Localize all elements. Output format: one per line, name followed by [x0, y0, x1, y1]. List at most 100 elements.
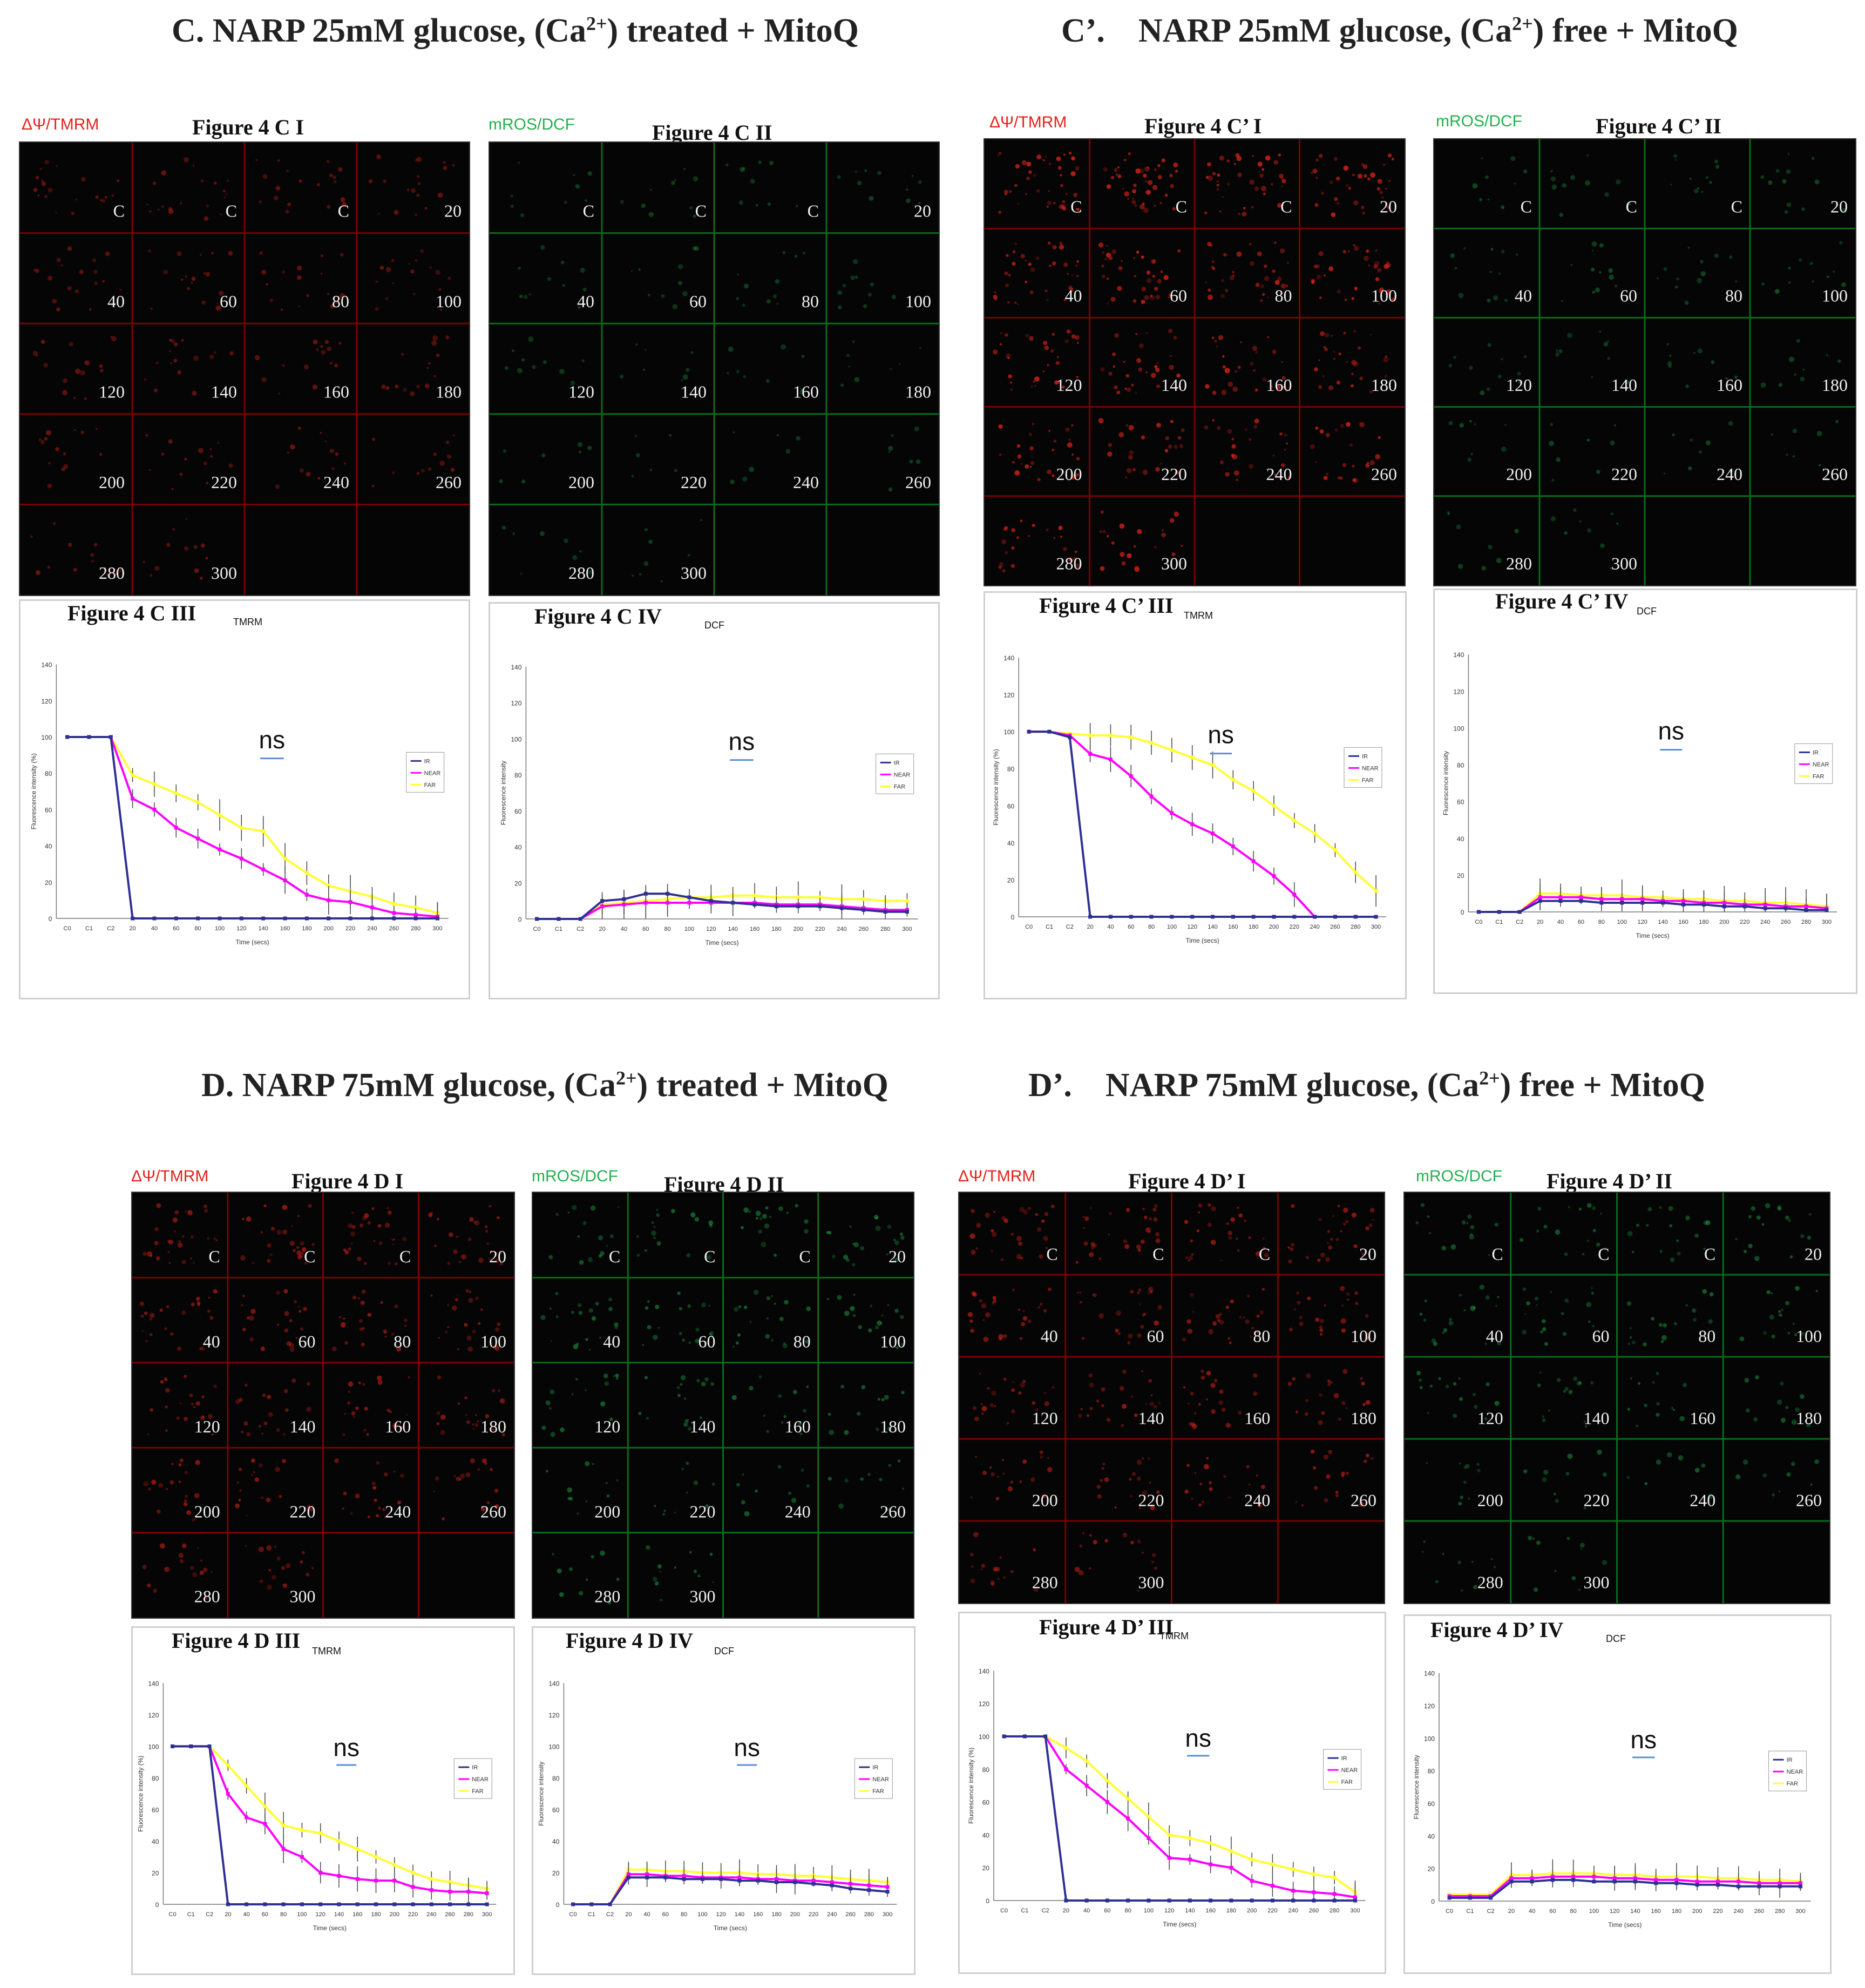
cell-time-label: 60 [689, 292, 707, 311]
y-axis-label: Fluorescence intensity [1413, 1755, 1420, 1819]
x-tick-label: 120 [706, 926, 716, 932]
significance-label: ns [1630, 1726, 1657, 1754]
cell-speckle [331, 1289, 408, 1352]
cell-time-label: C [695, 201, 707, 220]
x-tick-label: 60 [1549, 1908, 1556, 1915]
y-axis-label: Fluorescence intensity (%) [137, 1756, 144, 1832]
cell-time-label: C [338, 201, 349, 220]
cell-speckle [541, 1374, 619, 1437]
cell-time-label: C [1152, 1245, 1164, 1264]
cell-speckle [1549, 423, 1616, 482]
data-point-near [1633, 1876, 1637, 1881]
cell-time-label: C [808, 201, 819, 220]
data-point-near [1715, 1879, 1720, 1884]
data-point-ir [300, 1902, 304, 1906]
cell-speckle [969, 1204, 1055, 1261]
cell-speckle [501, 525, 592, 575]
x-tick-label: C2 [1066, 924, 1074, 930]
x-tick-label: 260 [845, 1911, 855, 1918]
cell-speckle [888, 426, 921, 492]
data-point-ir [1763, 906, 1767, 910]
x-tick-label: 100 [697, 1911, 707, 1918]
y-tick-label: 80 [982, 1766, 990, 1774]
cell-speckle [275, 426, 346, 489]
cell-speckle [241, 1289, 310, 1352]
data-point-ir [608, 1902, 612, 1906]
data-point-near [263, 1822, 267, 1826]
cell-speckle [371, 434, 455, 488]
data-point-near [348, 900, 352, 904]
data-point-far [263, 1804, 267, 1809]
data-point-ir [1084, 1898, 1089, 1903]
x-axis-label: Time (secs) [705, 939, 738, 946]
chart-tag-d4: DCF [714, 1646, 734, 1656]
data-point-ir [862, 908, 866, 912]
cell-time-label: C [583, 201, 594, 220]
data-point-near [304, 892, 309, 897]
y-tick-label: 0 [518, 916, 522, 923]
data-point-far [1333, 848, 1337, 853]
data-point-near [300, 1855, 304, 1859]
x-tick-label: 180 [371, 1911, 381, 1918]
data-point-near [830, 1880, 834, 1884]
micrograph-svg-d1: C C C 20 40 60 80 100 120 140 160 180 200 220 240 260 28… [132, 1193, 514, 1618]
cell-speckle [143, 518, 208, 580]
x-tick-label: C2 [577, 926, 584, 932]
y-tick-label: 40 [982, 1831, 990, 1839]
data-point-ir [283, 916, 287, 921]
cell-speckle [1735, 1203, 1816, 1261]
y-tick-label: 40 [45, 843, 52, 850]
data-point-ir [1312, 1898, 1316, 1903]
y-tick-label: 120 [1453, 688, 1464, 695]
cell-speckle [343, 1207, 407, 1266]
data-point-ir [1231, 915, 1235, 919]
cell-speckle [540, 1292, 619, 1351]
cell-time-label: C [704, 1247, 715, 1266]
x-tick-label: 240 [1310, 924, 1319, 930]
cell-speckle [1204, 418, 1290, 481]
data-point-ir [1211, 915, 1215, 919]
heading-d: D. NARP 75mM glucose, (Ca2+) treated + M… [201, 1067, 889, 1104]
x-tick-label: C0 [1025, 924, 1033, 930]
chart-title-d4: Figure 4 D IV [566, 1628, 693, 1653]
cell-speckle [436, 1375, 506, 1437]
data-point-ir [849, 1886, 853, 1891]
y-axis-label: Fluorescence intensity (%) [30, 753, 37, 829]
micrograph-grid-d1: C C C 20 40 60 80 100 120 140 160 180 200 220 240 260 28… [131, 1192, 515, 1619]
cell-time-label: 260 [1371, 464, 1397, 484]
data-point-far [862, 897, 866, 901]
cell-speckle [1561, 241, 1618, 302]
y-tick-label: 140 [511, 664, 521, 671]
legend-label: IR [1787, 1757, 1793, 1763]
data-point-far [245, 1784, 249, 1788]
y-tick-label: 120 [41, 698, 52, 705]
cell-speckle [970, 1450, 1053, 1502]
data-point-near [622, 902, 626, 907]
cell-speckle [546, 1461, 619, 1515]
legend-label: NEAR [424, 770, 441, 776]
data-point-near [152, 807, 157, 812]
data-point-far [318, 1831, 323, 1835]
significance-label: ns [1185, 1724, 1211, 1752]
x-tick-label: 240 [367, 925, 377, 932]
cell-speckle [654, 1462, 715, 1516]
legend-label: FAR [424, 782, 436, 788]
cell-speckle [499, 442, 592, 484]
cell-time-label: 200 [1506, 464, 1532, 484]
y-tick-label: 100 [979, 1733, 989, 1741]
cell-time-label: 160 [1690, 1409, 1715, 1428]
y-tick-label: 120 [511, 700, 521, 707]
cell-time-label: 20 [1359, 1245, 1376, 1264]
x-tick-label: 100 [1589, 1908, 1599, 1915]
data-point-near [1599, 897, 1604, 901]
series-line-ir [1479, 900, 1827, 913]
x-tick-label: 140 [1185, 1908, 1195, 1914]
data-point-far [796, 895, 801, 900]
cell-time-label: 160 [385, 1417, 411, 1436]
micrograph-svg-cp2: C C C 20 40 60 80 100 120 140 160 180 200 220 240 260 28… [1434, 139, 1855, 585]
data-point-ir [174, 916, 178, 921]
data-point-ir [1681, 902, 1686, 907]
cell-speckle [1295, 1449, 1374, 1507]
cell-speckle [630, 246, 701, 309]
data-point-ir [1353, 1898, 1357, 1903]
